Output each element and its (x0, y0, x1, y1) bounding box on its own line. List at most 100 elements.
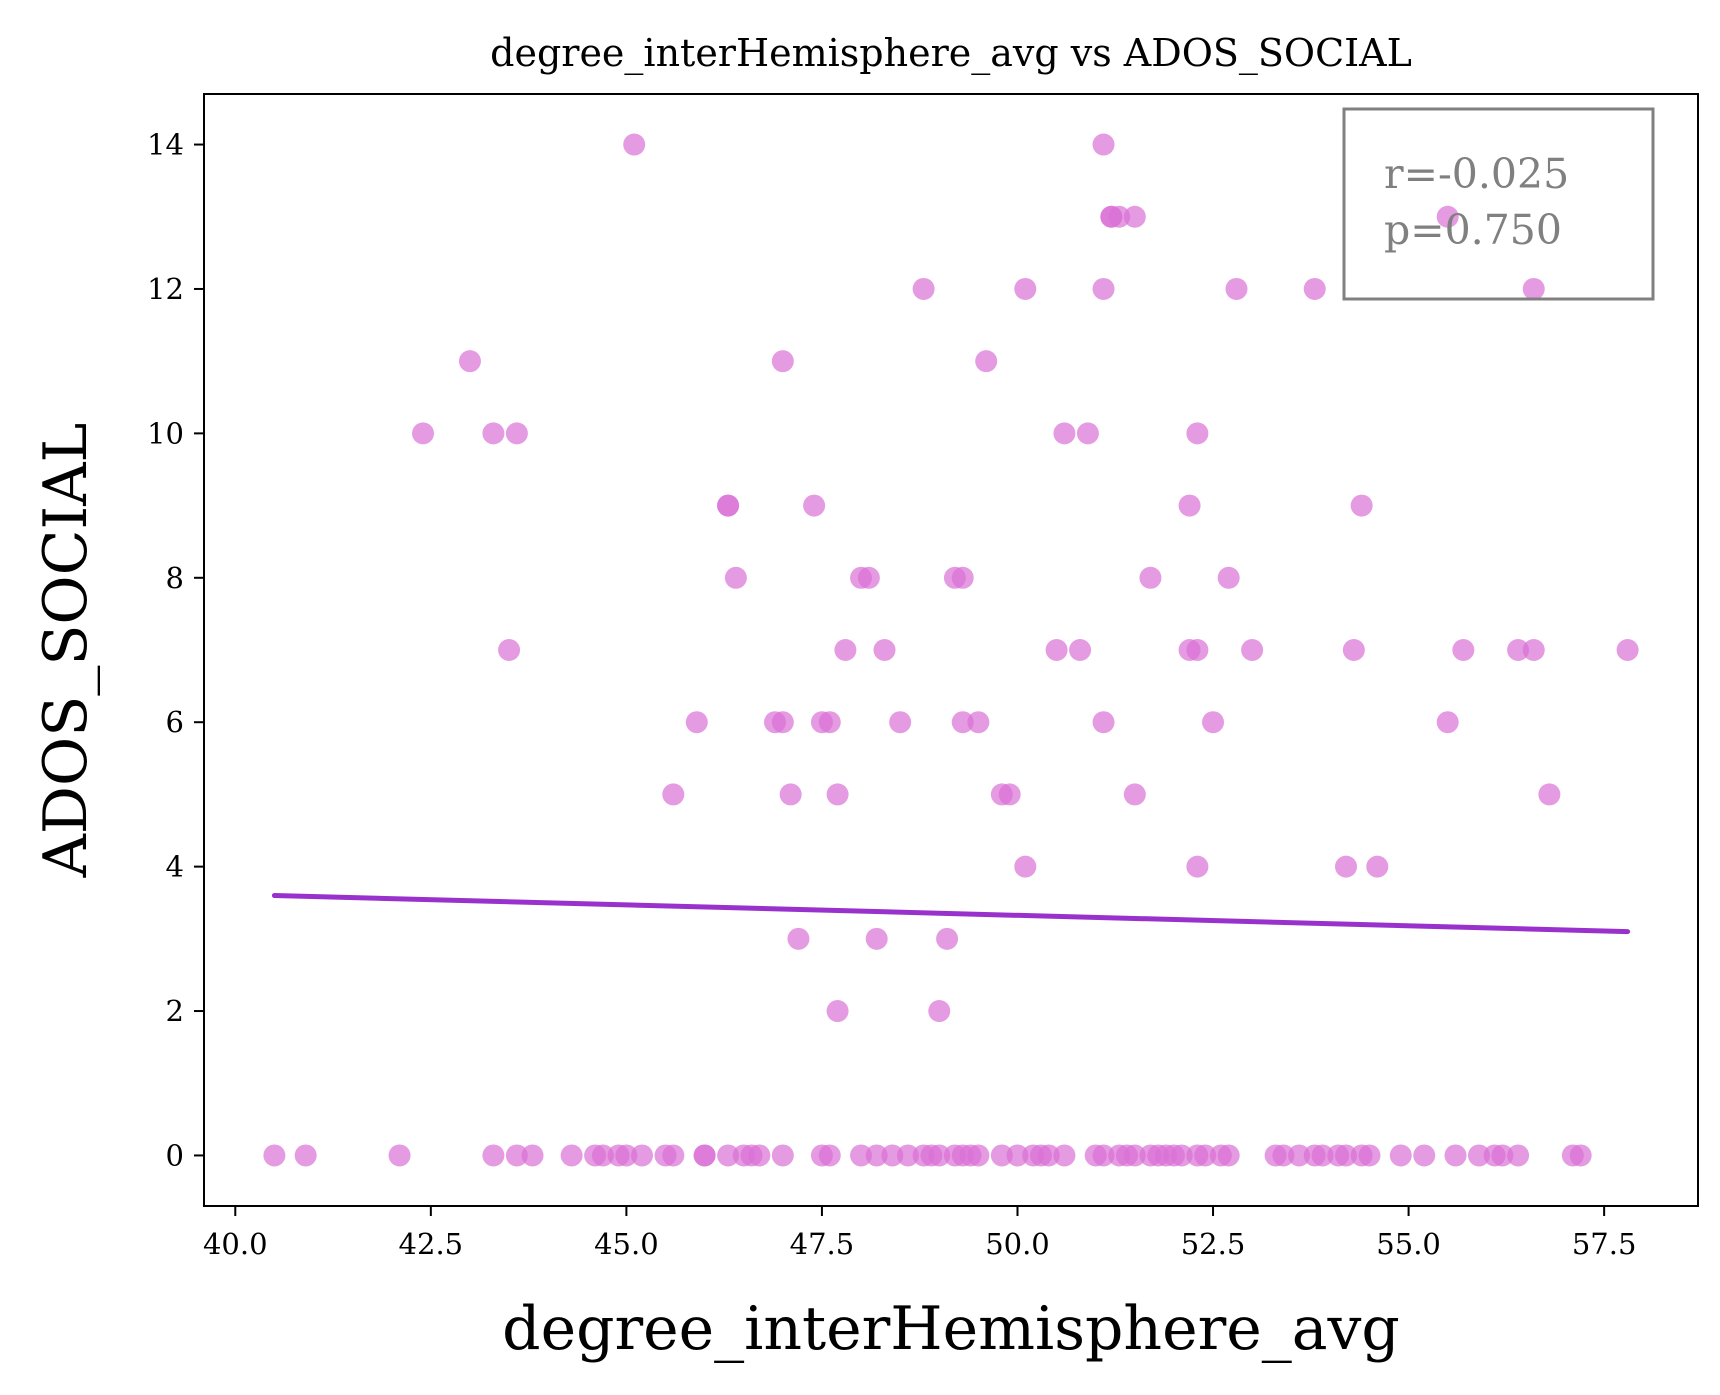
x-tick-label: 45.0 (594, 1227, 659, 1261)
data-point (560, 1144, 583, 1167)
stats-r-value: r=-0.025 (1384, 150, 1569, 198)
data-point (412, 422, 435, 445)
points-layer (263, 133, 1639, 1167)
data-point (1491, 1144, 1514, 1167)
data-point (1467, 1144, 1490, 1167)
data-point (1092, 1144, 1115, 1167)
data-point (818, 711, 841, 734)
data-point (1217, 1144, 1240, 1167)
data-point (294, 1144, 317, 1167)
stats-box: r=-0.025 p=0.750 (1342, 107, 1655, 301)
data-point (388, 1144, 411, 1167)
data-point (1538, 783, 1561, 806)
data-point (928, 1000, 951, 1023)
data-point (1053, 422, 1076, 445)
y-tick-label: 10 (147, 416, 184, 450)
data-point (850, 1144, 873, 1167)
data-point (1202, 711, 1225, 734)
data-point (1272, 1144, 1295, 1167)
data-point (1186, 639, 1209, 661)
data-point (717, 1144, 740, 1167)
data-point (1358, 1144, 1381, 1167)
data-point (771, 711, 794, 734)
chart-title: degree_interHemisphere_avg vs ADOS_SOCIA… (490, 31, 1412, 76)
data-point (521, 1144, 544, 1167)
data-point (505, 1144, 528, 1167)
data-point (1217, 566, 1240, 589)
data-point (1389, 1144, 1412, 1167)
data-point (1186, 422, 1209, 445)
y-tick-label: 4 (166, 850, 184, 884)
data-point (857, 566, 880, 589)
data-point (998, 783, 1021, 806)
data-point (1225, 277, 1248, 300)
data-point (685, 711, 708, 734)
plot-frame (203, 93, 1699, 1207)
data-point (1014, 855, 1037, 878)
y-tick-label: 14 (147, 128, 184, 162)
data-point (865, 927, 888, 950)
data-point (505, 422, 528, 445)
data-point (1413, 1144, 1436, 1167)
data-point (1123, 205, 1146, 228)
data-point (787, 927, 810, 950)
y-tick-label: 6 (166, 705, 184, 739)
data-point (967, 1144, 990, 1167)
data-point (591, 1144, 614, 1167)
x-tick-label: 47.5 (790, 1227, 855, 1261)
data-point (1069, 639, 1092, 661)
data-point (1045, 639, 1068, 661)
y-axis-label: ADOS_SOCIAL (31, 423, 101, 879)
y-tick-label: 8 (166, 561, 184, 595)
x-axis-label: degree_interHemisphere_avg (502, 1294, 1400, 1364)
data-point (724, 566, 747, 589)
data-point (1522, 277, 1545, 300)
data-point (662, 1144, 685, 1167)
data-point (631, 1144, 654, 1167)
data-point (803, 494, 826, 517)
data-point (1569, 1144, 1592, 1167)
data-point (826, 783, 849, 806)
data-point (1037, 1144, 1060, 1167)
data-point (1092, 711, 1115, 734)
data-point (615, 1144, 638, 1167)
data-point (662, 783, 685, 806)
data-point (458, 350, 481, 373)
fit-layer (271, 893, 1631, 935)
data-point (1444, 1144, 1467, 1167)
data-point (896, 1144, 919, 1167)
data-point (1092, 133, 1115, 156)
data-point (1522, 639, 1545, 661)
data-point (818, 1144, 841, 1167)
data-point (1436, 711, 1459, 734)
y-tick-label: 2 (166, 994, 184, 1028)
data-point (928, 1144, 951, 1167)
data-point (1139, 566, 1162, 589)
data-point (1123, 783, 1146, 806)
data-point (1350, 494, 1373, 517)
stats-p-value: p=0.750 (1384, 206, 1562, 254)
data-point (1014, 277, 1037, 300)
data-point (1335, 855, 1358, 878)
data-point (623, 133, 646, 156)
data-point (889, 711, 912, 734)
data-point (1616, 639, 1639, 661)
x-tick-label: 50.0 (985, 1227, 1050, 1261)
data-point (865, 1144, 888, 1167)
y-tick-label: 12 (147, 272, 184, 306)
data-point (771, 1144, 794, 1167)
data-point (1186, 855, 1209, 878)
stats-box-frame (1342, 107, 1655, 301)
data-point (1108, 205, 1131, 228)
data-point (771, 350, 794, 373)
data-point (1303, 277, 1326, 300)
data-point (1366, 855, 1389, 878)
data-point (951, 566, 974, 589)
y-tick-label: 0 (166, 1138, 184, 1172)
data-point (1335, 1144, 1358, 1167)
data-point (881, 1144, 904, 1167)
data-point (1006, 1144, 1029, 1167)
data-point (873, 639, 896, 661)
data-point (834, 639, 857, 661)
